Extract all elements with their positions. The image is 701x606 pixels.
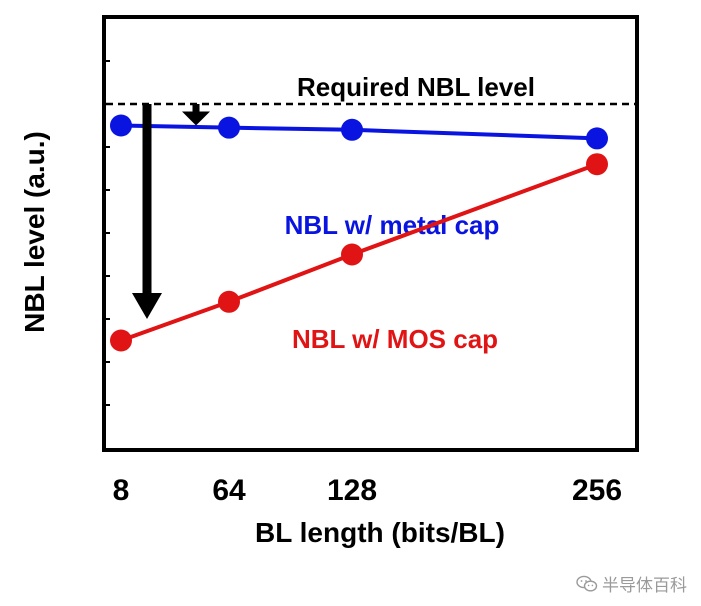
- y-axis-ticks: [104, 60, 110, 406]
- watermark-text: 半导体百科: [602, 576, 687, 596]
- x-tick-label: 128: [327, 474, 377, 507]
- series-line: [120, 162, 598, 343]
- series-label: NBL w/ MOS cap: [292, 324, 498, 354]
- data-point: [110, 329, 132, 352]
- data-point: [110, 114, 132, 137]
- data-point: [218, 116, 240, 139]
- series-label: NBL w/ metal cap: [285, 210, 500, 240]
- data-point: [586, 153, 608, 176]
- data-point: [341, 118, 363, 141]
- data-point: [341, 243, 363, 266]
- large-down-arrow: [132, 104, 162, 319]
- x-tick-label: 8: [113, 474, 130, 507]
- series-group: NBL w/ metal cap NBL w/ MOS cap: [110, 114, 608, 354]
- reference-line-label: Required NBL level: [297, 72, 535, 102]
- wechat-icon: [576, 575, 598, 592]
- x-tick-label: 64: [212, 474, 246, 507]
- small-down-arrow: [182, 104, 210, 126]
- data-point: [586, 127, 608, 150]
- series-line: [120, 123, 598, 141]
- x-axis-title: BL length (bits/BL): [255, 517, 505, 548]
- x-tick-label: 256: [572, 474, 622, 507]
- watermark: 半导体百科: [576, 571, 687, 596]
- y-axis-title: NBL level (a.u.): [19, 131, 50, 333]
- data-point: [218, 290, 240, 313]
- reference-line-group: Required NBL level: [106, 72, 636, 106]
- annotation-group: [132, 104, 210, 319]
- x-axis-tick-labels: 8 64 128 256: [113, 474, 622, 507]
